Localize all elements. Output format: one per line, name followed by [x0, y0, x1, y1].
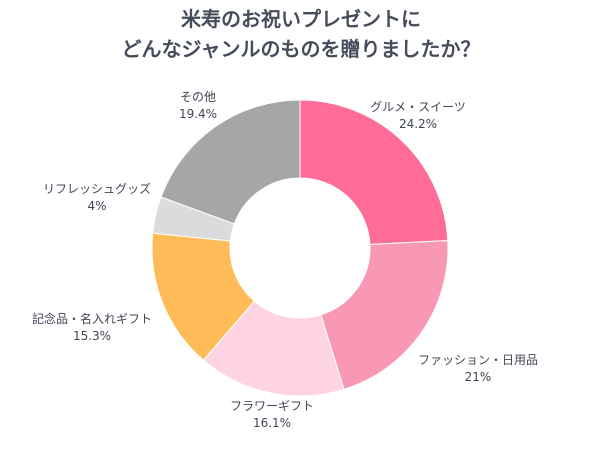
slice-value-4: 15.3%: [73, 329, 111, 343]
slice-value-1: 24.2%: [399, 117, 437, 131]
chart-title: 米寿のお祝いプレゼントに どんなジャンルのものを贈りましたか？: [0, 4, 602, 64]
slice-label-4: 記念品・名入れギフト: [32, 311, 152, 326]
slice-value-6: 19.4%: [179, 107, 217, 121]
slice-labels: グルメ・スイーツ 24.2% ファッション・日用品 21% フラワーギフト 16.1% 記念…: [32, 90, 538, 430]
slice-value-5: 4%: [87, 199, 106, 213]
donut-slices: [151, 99, 449, 397]
chart-title-line1: 米寿のお祝いプレゼントに: [181, 7, 421, 31]
slice-6: [160, 99, 301, 225]
slice-1: [299, 99, 449, 246]
slice-label-1: グルメ・スイーツ: [370, 100, 466, 114]
slice-label-2: ファッション・日用品: [418, 353, 538, 367]
slice-label-3: フラワーギフト: [230, 399, 314, 413]
slice-label-5: リフレッシュグッズ: [43, 181, 151, 196]
slice-value-2: 21%: [465, 370, 492, 384]
slice-4: [151, 232, 256, 361]
slice-value-3: 16.1%: [253, 416, 291, 430]
slice-2: [320, 240, 449, 390]
chart-title-line2: どんなジャンルのものを贈りましたか？: [121, 37, 481, 61]
slice-label-6: その他: [180, 90, 216, 104]
